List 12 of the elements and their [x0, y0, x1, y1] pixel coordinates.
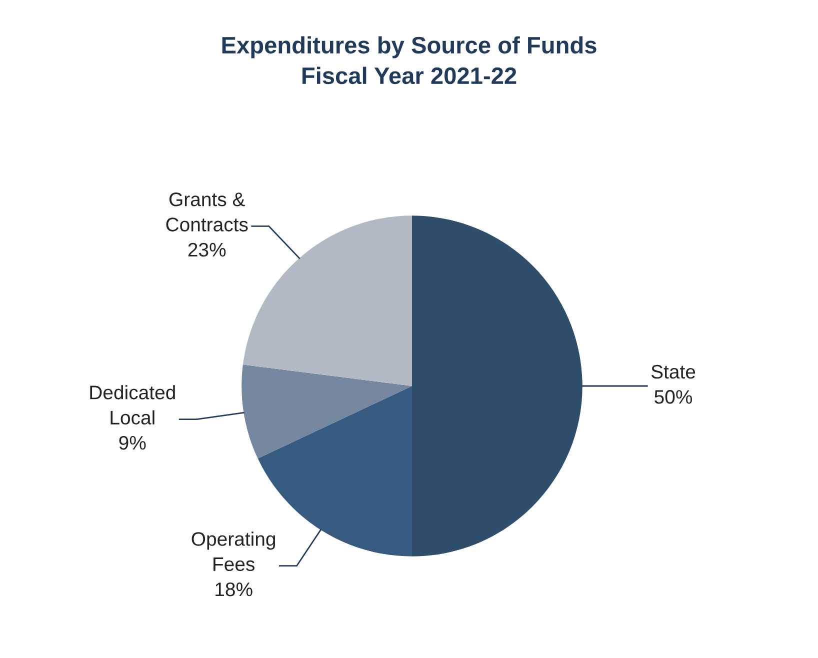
chart-title: Expenditures by Source of Funds [222, 36, 596, 58]
data-label: 23% [188, 242, 226, 257]
chart-subtitle: Fiscal Year 2021-22 [302, 66, 516, 84]
data-label: 9% [119, 436, 146, 450]
data-label: 18% [216, 582, 252, 596]
pie-slice [242, 364, 412, 459]
slice-label: State [651, 364, 696, 379]
slice-label: Grants & Contracts [166, 192, 248, 232]
slice-label: Dedicated Local [90, 385, 175, 425]
pie-slice [412, 216, 582, 556]
slice-label: Operating Fees [192, 532, 276, 572]
data-label: 50% [654, 390, 692, 404]
